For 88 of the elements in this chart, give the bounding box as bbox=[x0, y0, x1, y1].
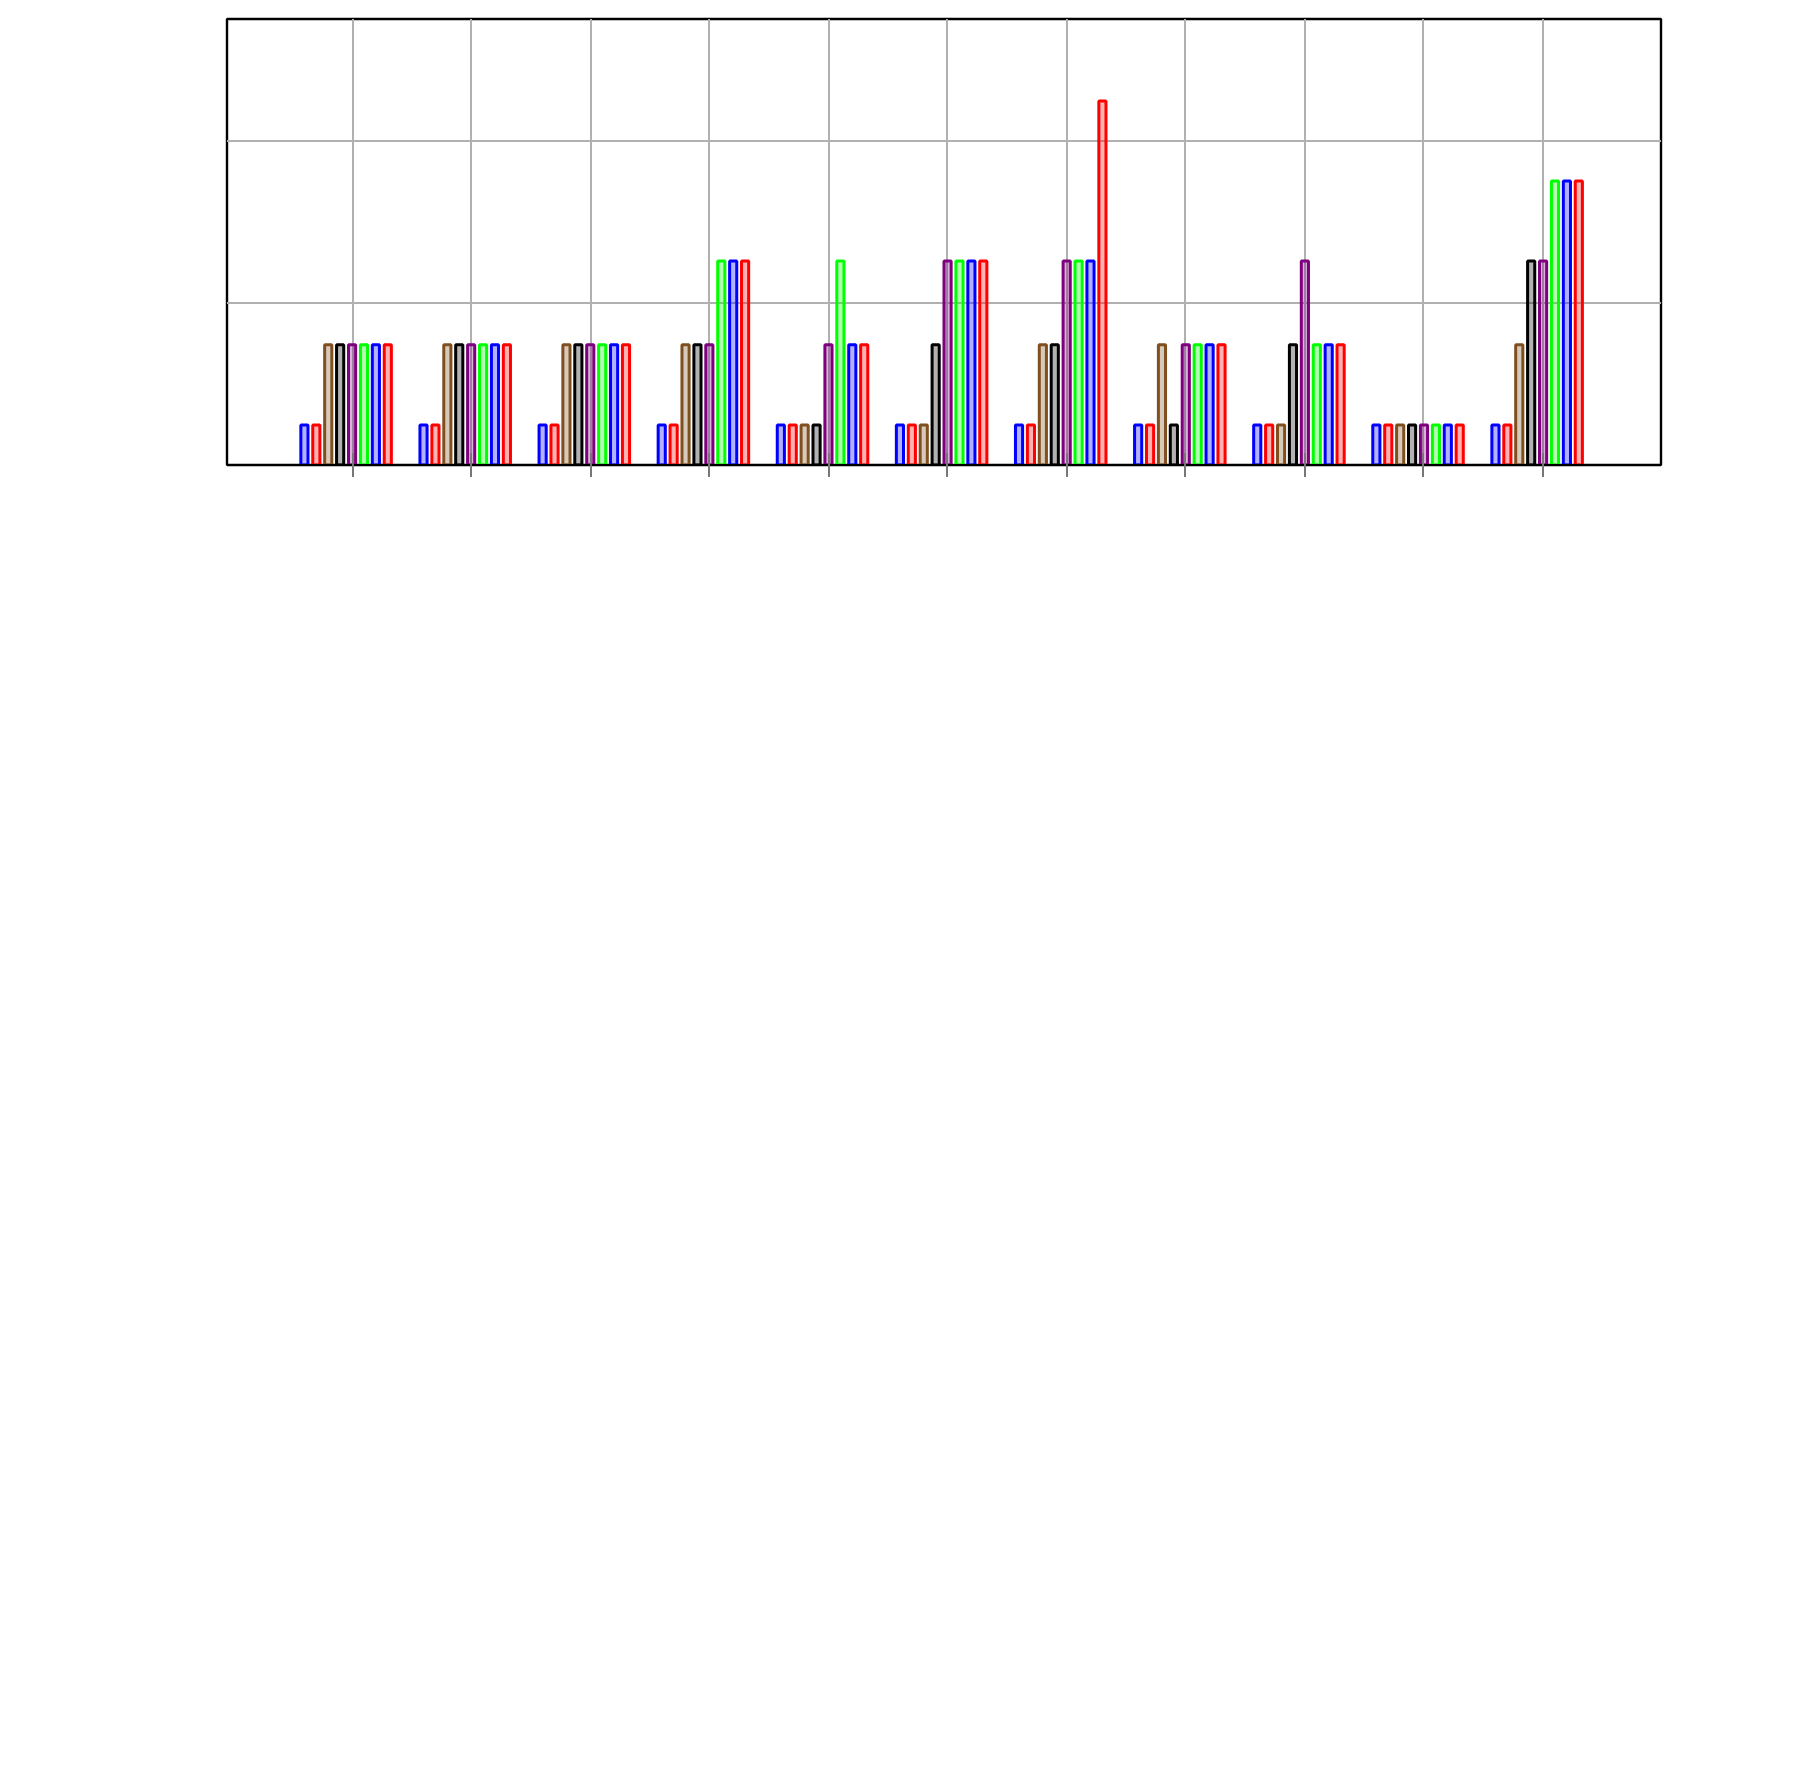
bar bbox=[1144, 423, 1156, 465]
bar bbox=[620, 343, 632, 465]
bar bbox=[585, 343, 596, 465]
bar bbox=[1526, 259, 1537, 465]
bar bbox=[537, 423, 548, 465]
bar bbox=[1490, 423, 1501, 465]
bar bbox=[1216, 343, 1227, 465]
bar bbox=[1371, 423, 1382, 465]
bar bbox=[835, 259, 846, 465]
bar bbox=[1204, 343, 1215, 465]
bar bbox=[775, 423, 786, 465]
bar bbox=[1073, 259, 1084, 465]
bar bbox=[906, 423, 917, 465]
bar bbox=[1323, 343, 1334, 465]
bar bbox=[1335, 343, 1346, 465]
bar bbox=[1037, 343, 1048, 465]
bar bbox=[1025, 423, 1037, 465]
bar bbox=[1097, 99, 1108, 465]
bar bbox=[1383, 423, 1394, 465]
bar bbox=[358, 343, 370, 465]
bar bbox=[370, 343, 381, 465]
bar bbox=[680, 343, 691, 465]
bar bbox=[1549, 179, 1561, 465]
bar bbox=[894, 423, 906, 465]
bar bbox=[478, 343, 489, 465]
bar bbox=[1395, 423, 1406, 465]
bar bbox=[1192, 343, 1203, 465]
bar bbox=[1085, 259, 1096, 465]
bar bbox=[787, 423, 798, 465]
bar bbox=[549, 423, 560, 465]
bar bbox=[811, 423, 822, 465]
bar bbox=[740, 259, 751, 465]
bar bbox=[1156, 343, 1168, 465]
bar bbox=[382, 343, 393, 465]
bar bbox=[930, 343, 941, 465]
bar bbox=[466, 343, 477, 465]
bar bbox=[859, 343, 870, 465]
bar bbox=[1573, 179, 1584, 465]
bar bbox=[1561, 179, 1572, 465]
bar bbox=[501, 343, 512, 465]
bar bbox=[942, 259, 953, 465]
bar bbox=[1180, 343, 1191, 465]
bar bbox=[323, 343, 334, 465]
bar bbox=[823, 343, 834, 465]
bar bbox=[954, 259, 965, 465]
bar bbox=[311, 423, 322, 465]
bar bbox=[1287, 343, 1299, 465]
bar bbox=[978, 259, 989, 465]
bar bbox=[1275, 423, 1287, 465]
bar bbox=[1454, 423, 1465, 465]
bar bbox=[1252, 423, 1263, 465]
bar bbox=[442, 343, 453, 465]
bar bbox=[918, 423, 929, 465]
bar bbox=[966, 259, 977, 465]
bar bbox=[1299, 259, 1310, 465]
bar bbox=[430, 423, 441, 465]
bar bbox=[1049, 343, 1060, 465]
bar bbox=[704, 343, 715, 465]
bar bbox=[1538, 259, 1549, 465]
bar bbox=[1264, 423, 1275, 465]
bar bbox=[1430, 423, 1441, 465]
bar bbox=[1311, 343, 1322, 465]
bar bbox=[1407, 423, 1418, 465]
bar bbox=[668, 423, 679, 465]
bar bbox=[561, 343, 572, 465]
bar bbox=[1168, 423, 1179, 465]
bar bbox=[1013, 423, 1025, 465]
bar bbox=[728, 259, 739, 465]
bar bbox=[346, 343, 358, 465]
bar bbox=[847, 343, 858, 465]
bar bbox=[1502, 423, 1513, 465]
bar bbox=[1061, 259, 1072, 465]
bar bbox=[418, 423, 429, 465]
bar bbox=[716, 259, 727, 465]
bar bbox=[1133, 423, 1144, 465]
bar bbox=[454, 343, 465, 465]
bar bbox=[609, 343, 620, 465]
bar bbox=[299, 423, 310, 465]
bar bbox=[573, 343, 584, 465]
bar bbox=[799, 423, 810, 465]
bar bbox=[1514, 343, 1525, 465]
bar bbox=[656, 423, 667, 465]
bar bbox=[489, 343, 501, 465]
bar bbox=[692, 343, 703, 465]
bar bbox=[1418, 423, 1430, 465]
bar bbox=[597, 343, 608, 465]
bar bbox=[1442, 423, 1453, 465]
bar bbox=[335, 343, 346, 465]
